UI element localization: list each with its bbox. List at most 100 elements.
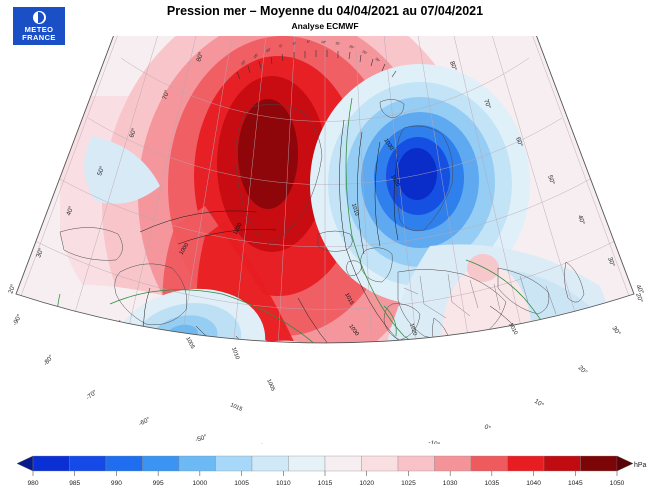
lat-label-right: 70° — [482, 98, 493, 110]
polar-label: 10° — [321, 40, 327, 44]
isobar-label: 1030 — [232, 222, 243, 236]
polar-label: -15° — [252, 52, 260, 60]
lon-label: -60° — [137, 415, 152, 428]
lat-labels-right: 20° 30° 40° 50° 60° 70° 80° — [448, 60, 645, 304]
polar-label: 15° — [335, 41, 342, 46]
isobar-label: 1005 — [184, 336, 195, 350]
lat-label-left: 50° — [95, 164, 106, 176]
colorbar-segment — [178, 455, 216, 472]
isobar-label: 1030 — [382, 138, 394, 152]
colorbar-tick-label: 1035 — [485, 480, 500, 487]
colorbar-segment — [397, 455, 435, 472]
cell-iberia-core — [467, 254, 499, 282]
lat-label-left: 60° — [127, 126, 138, 138]
polar-label: -5° — [278, 43, 284, 49]
lon-label: 30° — [610, 324, 622, 337]
lat-labels-left: 20° 30° 40° 50° 60° 70° 80° — [6, 50, 205, 294]
colorbar-segment — [470, 455, 508, 472]
lon-label: 10° — [533, 397, 546, 409]
colorbar-tick-label: 1020 — [359, 480, 374, 487]
colorbar-segment — [324, 455, 362, 472]
polar-label: -20° — [240, 59, 247, 67]
lon-label: -50° — [194, 433, 208, 444]
lon-label: -80° — [41, 353, 55, 368]
colorbar-tick-label: 1025 — [401, 480, 416, 487]
lat-label-right: 40° — [576, 214, 587, 226]
colorbar-segment — [32, 455, 70, 472]
isobar-label: 1000 — [179, 242, 191, 256]
band-low-c2 — [234, 348, 321, 413]
isobar-label: 1010 — [507, 322, 518, 336]
colorbar-segment — [507, 455, 545, 472]
lon-label: -90° — [11, 312, 24, 327]
lat-label-right: 60° — [514, 136, 525, 148]
colorbar-tick-label: 1000 — [193, 480, 208, 487]
colorbar-extend-high — [616, 455, 634, 472]
lon-label: 20° — [577, 364, 590, 377]
isobar-label: 1015 — [229, 402, 243, 413]
colorbar-tick-label: 1015 — [318, 480, 333, 487]
cell-sahara-cool — [430, 400, 568, 444]
polar-label: 30° — [374, 57, 381, 64]
colorbar-segment — [69, 455, 107, 472]
coastlines — [59, 99, 585, 343]
lat-label-left: 20° — [6, 282, 17, 294]
isobar-label: 1005 — [265, 378, 276, 392]
isobar-labels: 1000 1030 1025 1010 1015 1030 1005 1010 … — [179, 138, 519, 413]
lat-label-right: 20° — [634, 292, 645, 304]
cell-nw-cool — [84, 136, 160, 204]
band-low-c3 — [251, 361, 301, 397]
lat-label-left: 70° — [160, 88, 171, 100]
meteo-france-emblem-icon — [32, 11, 46, 24]
page-subtitle: Analyse ECMWF — [291, 21, 359, 31]
isobar-label: 1015 — [343, 292, 354, 306]
colorbar-tick-label: 1045 — [568, 480, 583, 487]
band-1050-core — [238, 99, 298, 209]
isobar-label: 1020 — [408, 323, 418, 337]
pressure-map: 1000 1030 1025 1010 1015 1030 1005 1010 … — [0, 36, 650, 444]
lat-label-left: 40° — [64, 204, 75, 216]
lon-label: 40° — [634, 283, 646, 296]
colorbar-tick-label: 1040 — [526, 480, 541, 487]
colorbar-segment — [142, 455, 180, 472]
polar-tick-labels: -20° -15° -10° -5° 0° 5° 10° 15° 20° 25°… — [240, 40, 382, 67]
lon-label: 0° — [483, 423, 492, 433]
colorbar-segment — [251, 455, 289, 472]
isobar-label: 1010 — [350, 203, 359, 217]
lat-label-left: 80° — [194, 50, 205, 62]
lon-label: -70° — [84, 388, 99, 402]
isobar-label: 1010 — [230, 347, 240, 361]
page-title: Pression mer – Moyenne du 04/04/2021 au … — [166, 4, 484, 18]
colorbar-tick-labels: 980 985 990 995 1000 1005 1010 1015 1020 1025 1030… — [27, 480, 624, 487]
colorbar-segment — [105, 455, 143, 472]
lat-label-left: 30° — [34, 246, 45, 258]
logo-text-line2: FRANCE — [22, 32, 56, 42]
map-frame — [15, 36, 635, 344]
colorbar-segment — [288, 455, 326, 472]
colorbar-tick-label: 1005 — [234, 480, 249, 487]
polar-label: 0° — [292, 41, 297, 46]
colorbar-segment — [580, 455, 618, 472]
isobar-label: 1020 — [389, 174, 400, 188]
polar-label: 5° — [307, 40, 311, 44]
colorbar-extend-low — [16, 455, 34, 472]
colorbar-segment — [543, 455, 581, 472]
colorbar-segment — [434, 455, 472, 472]
colorbar-ticks — [32, 471, 618, 476]
colorbar-segment — [361, 455, 399, 472]
band-980-ne-core — [397, 148, 437, 200]
lat-label-right: 50° — [546, 174, 557, 186]
colorbar-tick-label: 985 — [69, 480, 80, 487]
colorbar-tick-label: 980 — [27, 480, 38, 487]
polar-ticks — [236, 50, 397, 80]
lat-label-right: 80° — [448, 60, 459, 72]
polar-label: -10° — [264, 47, 272, 54]
colorbar: 980 985 990 995 1000 1005 1010 1015 1020 1025 1030… — [0, 448, 650, 489]
colorbar-unit-label: hPa — [634, 462, 647, 469]
lon-label: -10° — [428, 438, 442, 444]
lat-label-right: 30° — [606, 256, 617, 268]
polar-label: 25° — [361, 49, 368, 55]
colorbar-tick-label: 1050 — [610, 480, 625, 487]
colorbar-segment — [215, 455, 253, 472]
